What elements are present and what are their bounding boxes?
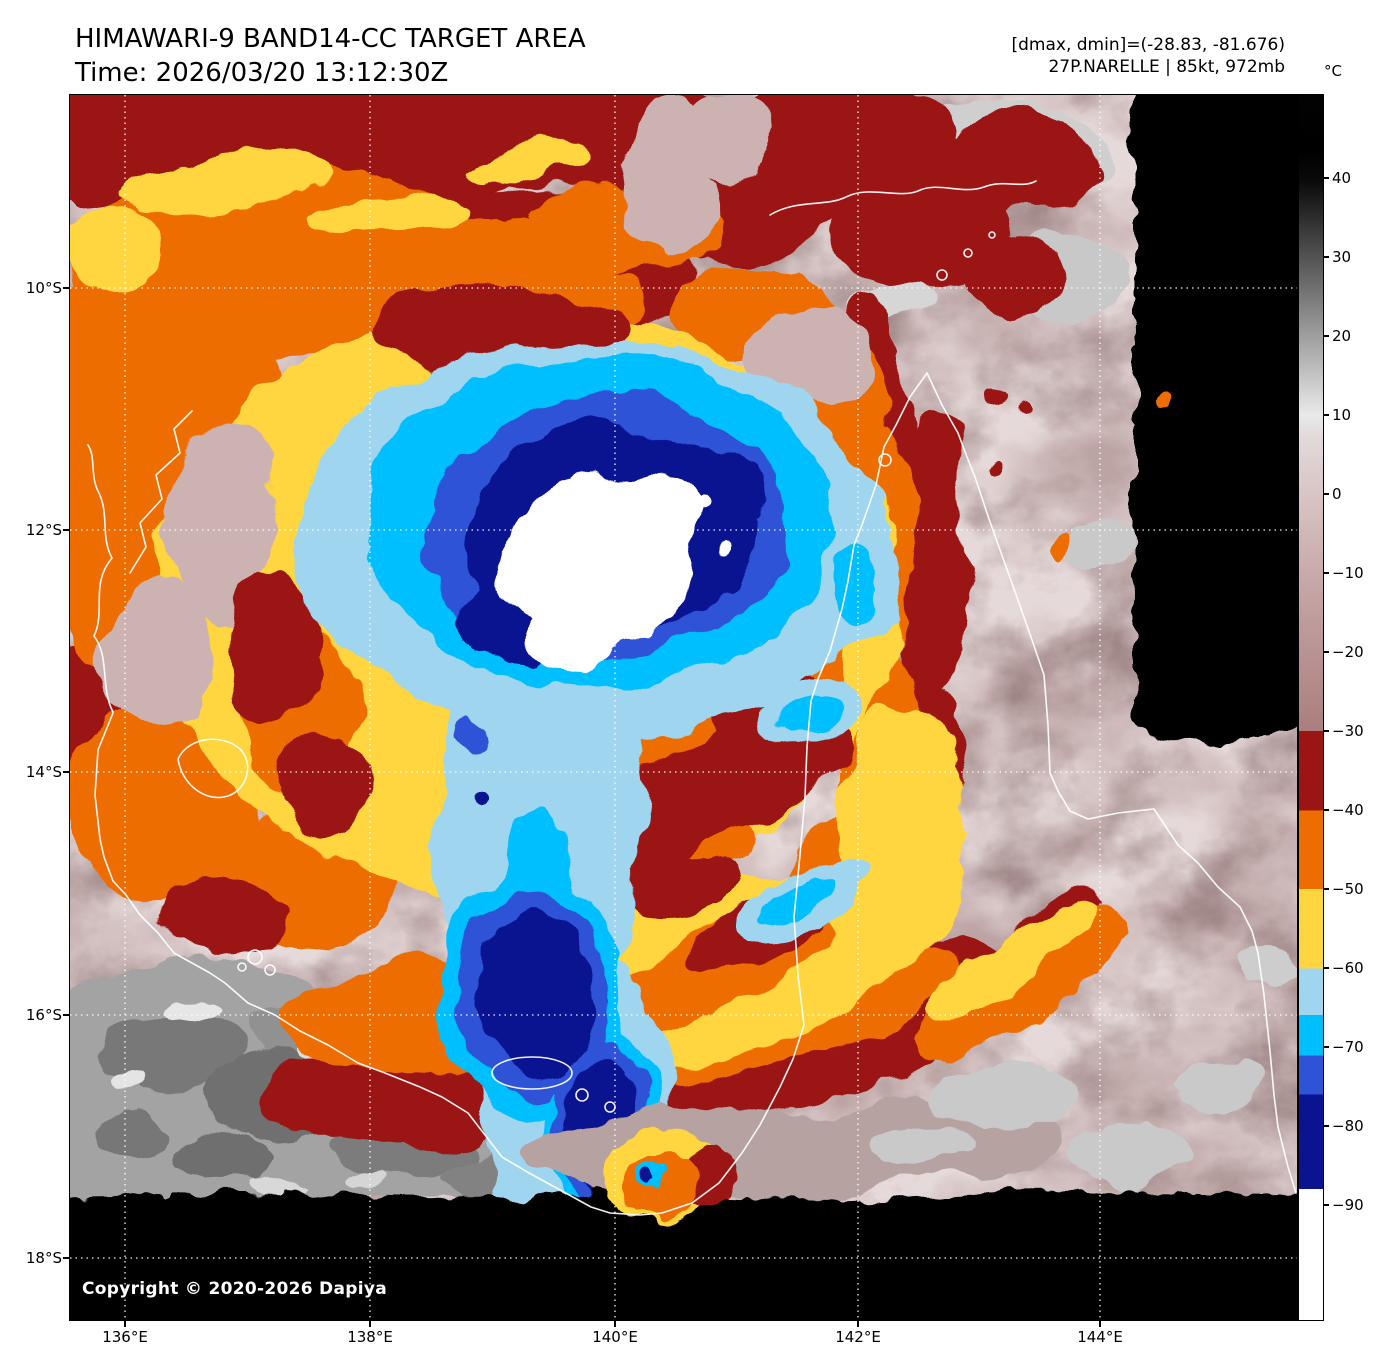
satellite-image [70,95,1297,1320]
lon-tick-label: 138°E [347,1328,393,1346]
lon-tick-label: 140°E [592,1328,638,1346]
header-info: [dmax, dmin]=(-28.83, -81.676) 27P.NAREL… [1012,34,1286,78]
colorbar-tick-label: −20 [1332,643,1364,661]
colorbar-tick-label: −30 [1332,722,1364,740]
axis-tick [63,1014,69,1016]
colorbar-tick-label: −50 [1332,880,1364,898]
colorbar-tick [1323,256,1329,258]
lat-tick-label: 16°S [25,1006,62,1024]
axis-tick [63,287,69,289]
axis-tick [63,771,69,773]
axis-tick [614,1321,616,1327]
plot-area: Copyright © 2020-2026 Dapiya [70,95,1297,1320]
colorbar-tick-label: −60 [1332,959,1364,977]
colorbar-tick-label: −40 [1332,801,1364,819]
colorbar-tick-label: −90 [1332,1196,1364,1214]
colorbar-gradient [1299,95,1323,1320]
colorbar-tick [1323,493,1329,495]
axis-tick [63,529,69,531]
colorbar-unit: °C [1324,62,1342,80]
pink-gap-clouds [95,95,868,725]
axis-tick [63,1257,69,1259]
colorbar-tick [1323,1204,1329,1206]
colorbar-tick [1323,177,1329,179]
range-info: [dmax, dmin]=(-28.83, -81.676) [1011,35,1286,55]
copyright-label: Copyright © 2020-2026 Dapiya [82,1279,387,1299]
page-title: HIMAWARI-9 BAND14-CC TARGET AREA [75,24,586,54]
lat-tick-label: 14°S [25,763,62,781]
axis-tick [857,1321,859,1327]
storm-info: 27P.NARELLE | 85kt, 972mb [1048,57,1285,77]
colorbar-tick [1323,335,1329,337]
coastline [87,180,1297,1216]
axis-tick [369,1321,371,1327]
colorbar-tick-label: 10 [1332,406,1352,424]
no-data-region [70,95,1297,1320]
colorbar-tick [1323,809,1329,811]
axis-tick [124,1321,126,1327]
bottom-convective-blob [602,396,1171,1223]
lon-tick-label: 144°E [1077,1328,1123,1346]
colorbar-tick-label: 40 [1332,169,1352,187]
colorbar-tick [1323,888,1329,890]
axis-tick [1099,1321,1101,1327]
colorbar-tick [1323,1125,1329,1127]
colorb ar-tick [1323,414,1329,416]
colorbar-tick [1323,967,1329,969]
colorbar-tick-label: 30 [1332,248,1352,266]
lon-tick-label: 136°E [102,1328,148,1346]
lat-tick-label: 18°S [25,1249,62,1267]
timestamp-label: Time: 2026/03/20 13:12:30Z [75,58,449,88]
grid-lines [70,95,1297,1320]
colorbar-tick-label: 0 [1332,485,1342,503]
lon-tick-label: 142°E [835,1328,881,1346]
colorbar-tick [1323,1046,1329,1048]
colorbar-tick [1323,730,1329,732]
colorbar-tick-label: 20 [1332,327,1352,345]
colorbar-tick [1323,572,1329,574]
colorbar-tick [1323,651,1329,653]
colorbar-tick-label: −80 [1332,1117,1364,1135]
colorbar-tick-label: −10 [1332,564,1364,582]
lat-tick-label: 10°S [25,279,62,297]
lat-tick-label: 12°S [25,521,62,539]
colorbar-tick-label: −70 [1332,1038,1364,1056]
